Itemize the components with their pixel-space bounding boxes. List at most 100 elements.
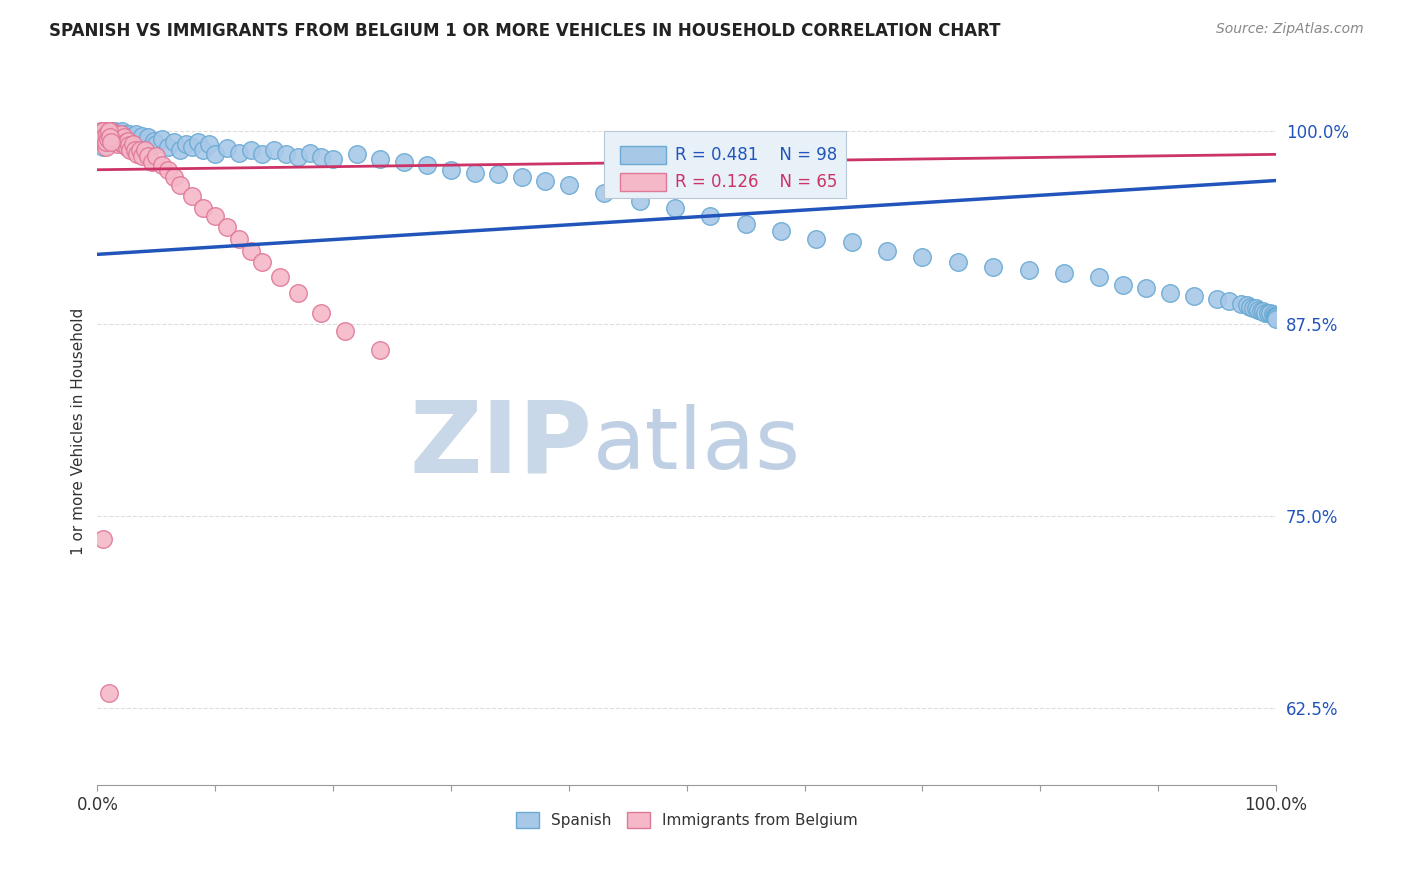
Point bbox=[131, 128, 153, 143]
Point bbox=[100, 135, 122, 149]
Point bbox=[157, 139, 180, 153]
Point bbox=[145, 136, 167, 151]
Y-axis label: 1 or more Vehicles in Household: 1 or more Vehicles in Household bbox=[72, 308, 86, 555]
Point bbox=[127, 147, 149, 161]
Point bbox=[128, 143, 150, 157]
Point bbox=[333, 324, 356, 338]
Point bbox=[252, 147, 274, 161]
Point bbox=[464, 166, 486, 180]
Point bbox=[163, 170, 186, 185]
Point bbox=[94, 139, 117, 153]
Point bbox=[134, 143, 156, 157]
Point bbox=[1241, 301, 1264, 316]
Point bbox=[593, 186, 616, 200]
Point bbox=[1254, 306, 1277, 320]
Point bbox=[111, 124, 134, 138]
Point bbox=[1112, 278, 1135, 293]
Point bbox=[534, 173, 557, 187]
Point bbox=[98, 686, 121, 700]
Point bbox=[139, 139, 162, 153]
Point bbox=[174, 136, 197, 151]
Point bbox=[104, 128, 127, 142]
Point bbox=[1247, 302, 1270, 317]
Point bbox=[311, 306, 333, 320]
Point bbox=[120, 143, 142, 157]
Point bbox=[1265, 310, 1288, 325]
Point bbox=[1263, 309, 1285, 323]
Point bbox=[114, 135, 136, 149]
Point bbox=[806, 232, 828, 246]
Point bbox=[1265, 310, 1288, 325]
Text: SPANISH VS IMMIGRANTS FROM BELGIUM 1 OR MORE VEHICLES IN HOUSEHOLD CORRELATION C: SPANISH VS IMMIGRANTS FROM BELGIUM 1 OR … bbox=[49, 22, 1001, 40]
Point bbox=[115, 139, 138, 153]
Point bbox=[440, 162, 463, 177]
Point bbox=[114, 135, 136, 149]
Point bbox=[1257, 306, 1279, 320]
Point bbox=[287, 285, 309, 300]
Point bbox=[1135, 281, 1157, 295]
Point bbox=[558, 178, 581, 193]
Point bbox=[1218, 293, 1240, 308]
Point bbox=[1236, 298, 1258, 312]
FancyBboxPatch shape bbox=[605, 130, 846, 198]
Point bbox=[128, 135, 150, 149]
Point bbox=[107, 128, 129, 142]
Point bbox=[93, 135, 115, 149]
Point bbox=[96, 132, 118, 146]
Point bbox=[198, 136, 221, 151]
Point bbox=[142, 134, 165, 148]
Point bbox=[118, 128, 141, 142]
Point bbox=[1159, 285, 1181, 300]
Point bbox=[1264, 309, 1286, 323]
Point bbox=[131, 149, 153, 163]
Point bbox=[100, 124, 122, 138]
Point bbox=[193, 201, 215, 215]
Point bbox=[628, 194, 651, 208]
Point bbox=[114, 128, 136, 142]
Point bbox=[1018, 262, 1040, 277]
Point bbox=[103, 134, 125, 148]
Point bbox=[322, 152, 344, 166]
Point bbox=[946, 255, 969, 269]
Point bbox=[94, 135, 117, 149]
Text: ZIP: ZIP bbox=[409, 397, 592, 494]
Point bbox=[96, 128, 118, 143]
Point bbox=[108, 135, 131, 149]
Point bbox=[111, 132, 134, 146]
Point bbox=[239, 143, 262, 157]
Point bbox=[120, 135, 142, 149]
Point bbox=[104, 128, 127, 143]
Point bbox=[91, 124, 114, 138]
Point bbox=[298, 145, 321, 160]
Point bbox=[981, 260, 1004, 274]
Point bbox=[1182, 289, 1205, 303]
Point bbox=[93, 130, 115, 145]
Point bbox=[98, 130, 121, 145]
Point bbox=[664, 201, 686, 215]
Point bbox=[169, 178, 191, 193]
Point bbox=[876, 244, 898, 259]
Point bbox=[110, 128, 132, 143]
Point bbox=[90, 124, 112, 138]
Point bbox=[239, 244, 262, 259]
Point bbox=[416, 158, 439, 172]
Point bbox=[215, 219, 238, 234]
Point bbox=[96, 128, 118, 142]
Point bbox=[263, 143, 285, 157]
Point bbox=[98, 134, 121, 148]
Point bbox=[1206, 292, 1229, 306]
Point bbox=[97, 134, 120, 148]
Point bbox=[121, 136, 143, 151]
Point bbox=[98, 124, 121, 138]
Point bbox=[228, 145, 250, 160]
Point bbox=[180, 139, 202, 153]
Point bbox=[94, 132, 117, 146]
Point bbox=[187, 135, 209, 149]
Point bbox=[91, 128, 114, 143]
Point bbox=[98, 124, 121, 138]
Point bbox=[118, 138, 141, 153]
Point bbox=[91, 128, 114, 143]
Point bbox=[157, 162, 180, 177]
Point bbox=[91, 532, 114, 546]
Point bbox=[368, 152, 391, 166]
